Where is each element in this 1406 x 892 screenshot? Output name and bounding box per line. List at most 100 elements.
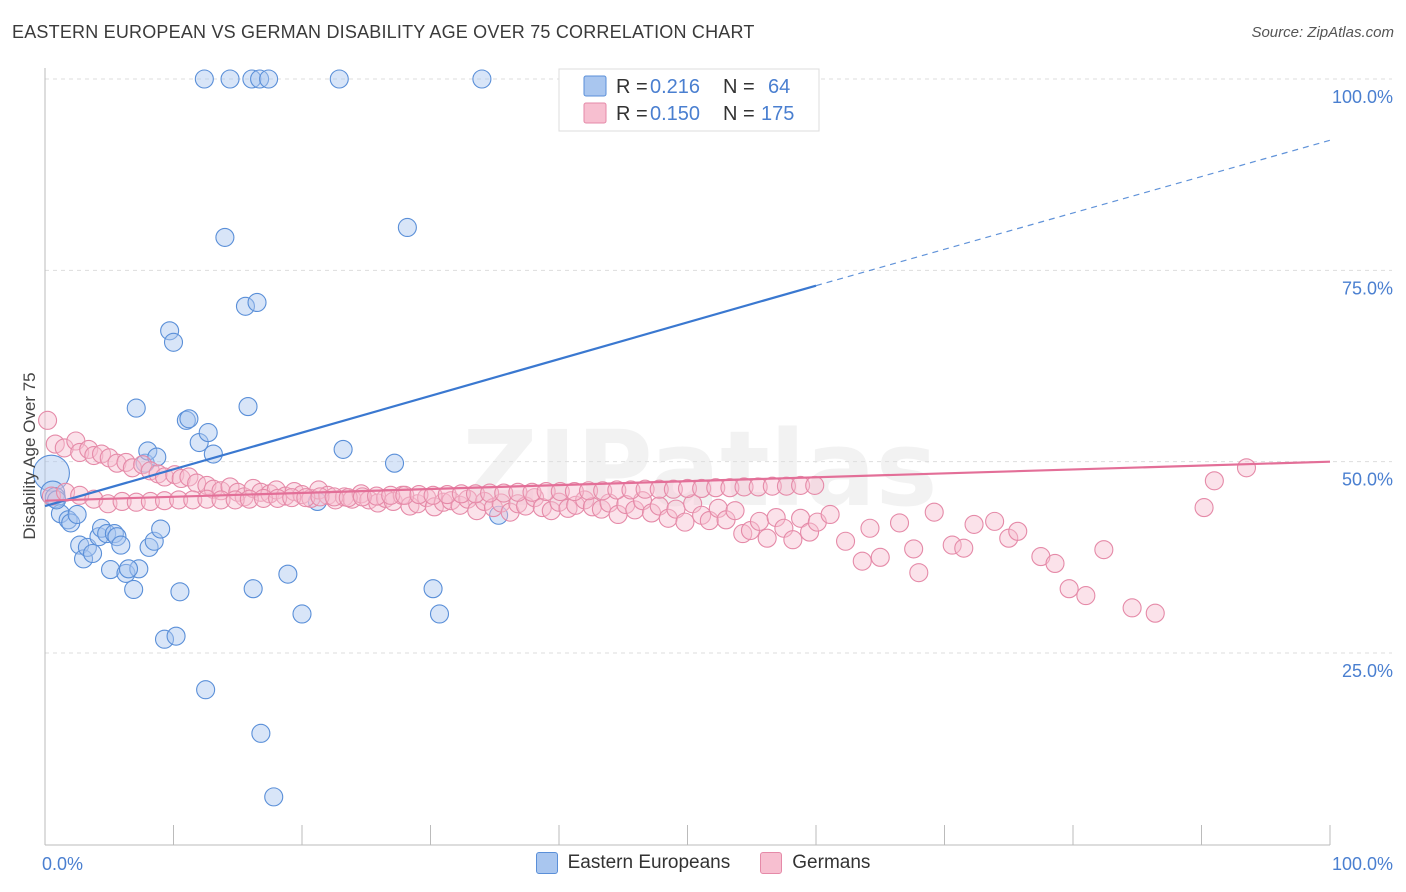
germans-point-149 bbox=[451, 484, 471, 504]
germans-point-99 bbox=[870, 547, 890, 567]
eastern-europeans-point-40 bbox=[235, 296, 256, 316]
germans-point-88 bbox=[757, 528, 777, 548]
y-tick-label-100: 100.0% bbox=[1332, 87, 1393, 107]
legend-swatch-pink bbox=[583, 102, 607, 124]
eastern-europeans-point-19 bbox=[124, 579, 144, 600]
germans-point-82 bbox=[708, 498, 728, 518]
germans-point-97 bbox=[852, 551, 872, 571]
germans-point-107 bbox=[985, 511, 1005, 531]
eastern-europeans-point-51 bbox=[397, 217, 417, 238]
germans-point-17 bbox=[171, 468, 191, 489]
germans-point-89 bbox=[766, 507, 786, 528]
x-tick-label-min: 0.0% bbox=[42, 854, 83, 874]
germans-point-2 bbox=[54, 438, 74, 458]
eastern-europeans-point-31 bbox=[198, 423, 218, 443]
germans-point-114 bbox=[1094, 540, 1114, 560]
germans-point-167 bbox=[706, 478, 726, 498]
germans-point-10 bbox=[116, 452, 136, 472]
legend-swatch-blue bbox=[583, 75, 607, 97]
trend-line-eastern-europeans bbox=[44, 284, 817, 508]
eastern-europeans-point-4 bbox=[58, 510, 78, 530]
germans-point-141 bbox=[338, 488, 358, 508]
germans-point-64 bbox=[558, 498, 578, 518]
eastern-europeans-point-6 bbox=[67, 504, 87, 525]
eastern-europeans-point-23 bbox=[151, 519, 171, 539]
germans-point-30 bbox=[275, 486, 295, 506]
eastern-europeans-point-42 bbox=[238, 397, 258, 417]
germans-point-6 bbox=[84, 445, 104, 466]
eastern-europeans-point-38 bbox=[163, 332, 184, 352]
eastern-europeans-point-61 bbox=[472, 69, 492, 89]
germans-point-171 bbox=[762, 476, 782, 496]
germans-point-112 bbox=[1059, 579, 1079, 599]
germans-point-160 bbox=[607, 480, 627, 500]
germans-point-109 bbox=[1008, 521, 1028, 541]
eastern-europeans-point-39 bbox=[215, 227, 235, 247]
germans-point-58 bbox=[508, 494, 528, 514]
germans-point-168 bbox=[720, 478, 740, 498]
chart-title: EASTERN EUROPEAN VS GERMAN DISABILITY AG… bbox=[12, 22, 755, 42]
germans-point-142 bbox=[352, 487, 372, 507]
germans-point-147 bbox=[423, 485, 443, 505]
germans-point-163 bbox=[649, 479, 669, 499]
x-tick-label-max: 100.0% bbox=[1332, 854, 1393, 874]
germans-point-96 bbox=[836, 531, 856, 551]
germans-point-156 bbox=[550, 481, 570, 502]
germans-point-111 bbox=[1045, 553, 1065, 574]
eastern-europeans-point-21 bbox=[139, 537, 159, 557]
legend-r-value-pink: 0.150 bbox=[650, 103, 700, 125]
eastern-europeans-point-46 bbox=[278, 564, 298, 584]
germans-point-78 bbox=[675, 512, 695, 532]
trend-line-germans bbox=[44, 460, 1331, 502]
germans-point-157 bbox=[564, 481, 584, 502]
eastern-europeans-point-10 bbox=[82, 543, 103, 564]
germans-point-93 bbox=[800, 522, 820, 542]
bottom-legend-item-germans: Germans bbox=[760, 852, 870, 874]
grid bbox=[45, 78, 1392, 654]
germans-point-12 bbox=[133, 455, 153, 475]
eastern-europeans-point-0 bbox=[32, 454, 70, 492]
bottom-legend-item-eastern-europeans: Eastern Europeans bbox=[535, 852, 730, 874]
y-tick-label-75: 75.0% bbox=[1342, 278, 1393, 298]
eastern-europeans-point-55 bbox=[194, 69, 214, 89]
germans-point-154 bbox=[522, 482, 542, 502]
eastern-europeans-point-49 bbox=[333, 439, 353, 459]
bottom-legend-swatch-blue bbox=[535, 852, 558, 874]
germans-point-65 bbox=[566, 495, 586, 515]
legend-n-value-pink: 175 bbox=[761, 103, 794, 125]
legend-r-value-blue: 0.216 bbox=[650, 76, 700, 98]
legend-r-label-pink: R = bbox=[616, 103, 648, 125]
eastern-europeans-point-56 bbox=[220, 69, 240, 89]
eastern-europeans-point-25 bbox=[166, 626, 186, 646]
source-label: Source: ZipAtlas.com bbox=[1251, 24, 1394, 41]
germans-point-148 bbox=[437, 485, 457, 505]
germans-point-106 bbox=[964, 514, 984, 534]
bottom-legend-swatch-pink bbox=[760, 852, 783, 874]
germans-point-170 bbox=[748, 477, 768, 497]
germans-point-158 bbox=[579, 481, 599, 501]
germans-point-164 bbox=[663, 479, 683, 499]
eastern-europeans-point-17 bbox=[111, 535, 131, 555]
eastern-europeans-point-30 bbox=[196, 680, 216, 700]
germans-point-151 bbox=[480, 483, 500, 503]
eastern-europeans-point-50 bbox=[384, 453, 405, 473]
eastern-europeans-point-52 bbox=[423, 579, 443, 599]
eastern-europeans-point-12 bbox=[91, 518, 112, 538]
germans-point-125 bbox=[112, 491, 132, 512]
eastern-europeans-point-41 bbox=[247, 292, 267, 313]
germans-point-95 bbox=[820, 504, 840, 525]
germans-point-118 bbox=[1204, 471, 1224, 491]
germans-point-84 bbox=[725, 501, 745, 521]
eastern-europeans-point-45 bbox=[243, 579, 263, 599]
legend-n-value-blue: 64 bbox=[768, 76, 790, 98]
germans-point-21 bbox=[203, 479, 223, 499]
germans-point-91 bbox=[783, 530, 803, 550]
eastern-europeans-point-44 bbox=[264, 787, 284, 807]
germans-point-103 bbox=[924, 502, 944, 522]
germans-point-5 bbox=[79, 439, 99, 459]
germans-point-116 bbox=[1145, 603, 1165, 623]
eastern-europeans-point-47 bbox=[292, 604, 312, 624]
eastern-europeans-point-20 bbox=[129, 559, 149, 579]
germans-point-115 bbox=[1122, 598, 1142, 618]
germans-point-169 bbox=[734, 477, 754, 497]
